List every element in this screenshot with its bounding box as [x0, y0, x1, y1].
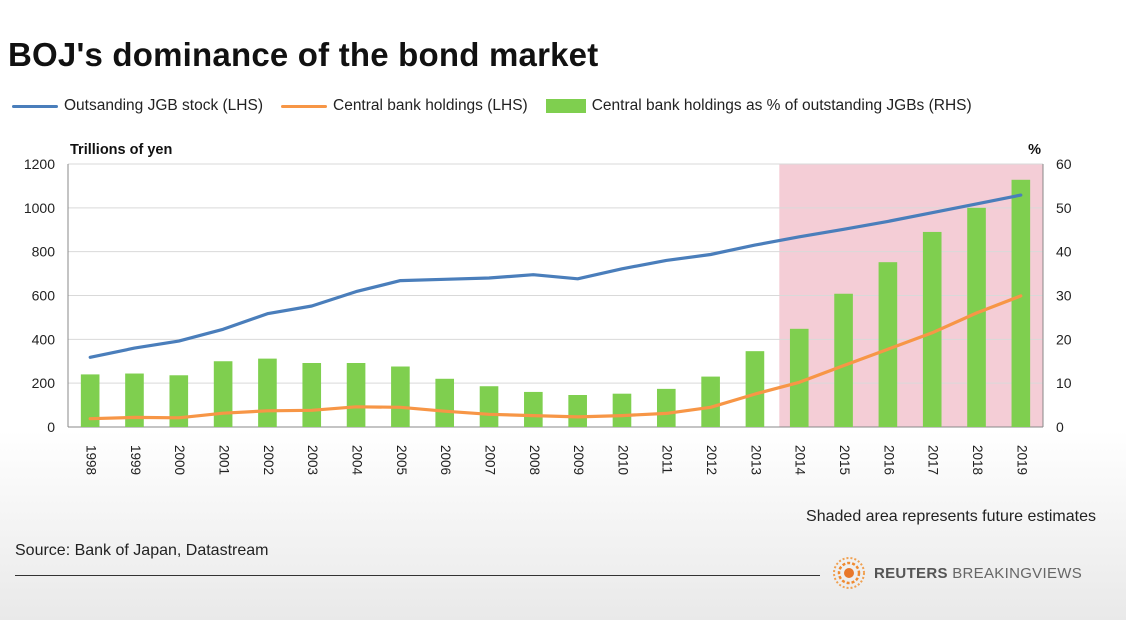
legend-label-jgb: Outsanding JGB stock (LHS): [64, 97, 263, 114]
bar-pct-2016: [878, 262, 898, 427]
bar-pct-2000: [169, 375, 189, 427]
x-tick-label-2019: 2019: [1014, 445, 1029, 475]
y-left-tick-label: 200: [32, 375, 56, 391]
bar-pct-2012: [701, 376, 720, 427]
y-left-tick-label: 400: [32, 331, 56, 347]
bar-pct-2019: [1011, 179, 1031, 427]
x-tick-label-2002: 2002: [261, 445, 276, 475]
y-left-tick-label: 800: [32, 244, 56, 260]
bar-pct-2002: [258, 358, 277, 427]
line-central-bank-holdings: [88, 294, 1023, 421]
brand-text: REUTERS BREAKINGVIEWS: [874, 565, 1082, 582]
x-tick-label-1999: 1999: [128, 445, 143, 475]
x-tick-label-2012: 2012: [704, 445, 719, 475]
x-tick-label-2017: 2017: [926, 445, 941, 475]
source-note: Source: Bank of Japan, Datastream: [15, 542, 269, 559]
brand: REUTERS BREAKINGVIEWS: [832, 556, 1082, 590]
bar-pct-2007: [479, 386, 499, 427]
y-right-axis-label: %: [1028, 142, 1041, 158]
bar-pct-2008: [524, 391, 543, 427]
bar-pct-1999: [125, 373, 144, 427]
bar-pct-2014: [789, 328, 809, 427]
legend-swatch-jgb: [12, 104, 58, 108]
x-tick-label-2013: 2013: [748, 445, 763, 475]
x-tick-label-2011: 2011: [660, 445, 675, 474]
chart-plot: 0 200 400 600 800 1000 1200 0 10 20 30 40 50 60 Trilli…: [24, 142, 1072, 476]
legend: Outsanding JGB stock (LHS) Central bank …: [12, 96, 990, 116]
footer-divider: [15, 575, 820, 576]
legend-swatch-pct: [545, 99, 586, 113]
legend-item-jgb: Outsanding JGB stock (LHS): [12, 97, 263, 115]
x-tick-label-2010: 2010: [615, 445, 630, 475]
bar-pct-2015: [834, 293, 853, 427]
legend-swatch-cb: [281, 104, 327, 108]
shaded-area-note: Shaded area represents future estimates: [806, 508, 1096, 525]
legend-label-cb: Central bank holdings (LHS): [333, 97, 528, 114]
bar-pct-2001: [213, 361, 233, 427]
x-tick-label-2003: 2003: [305, 445, 320, 475]
x-tick-label-2014: 2014: [793, 445, 808, 476]
y-left-tick-label: 0: [47, 419, 55, 435]
y-right-tick-label: 50: [1056, 200, 1072, 216]
y-right-tick-label: 10: [1056, 375, 1072, 391]
legend-label-pct: Central bank holdings as % of outstandin…: [591, 97, 972, 114]
legend-item-pct: Central bank holdings as % of outstandin…: [545, 97, 972, 115]
reuters-logo-icon: [833, 557, 865, 589]
y-right-tick-label: 40: [1056, 244, 1072, 260]
y-right-tick-label: 20: [1056, 331, 1072, 347]
bar-pct-2017: [922, 231, 942, 427]
x-tick-label-2008: 2008: [527, 445, 542, 475]
x-tick-label-2000: 2000: [172, 445, 187, 475]
brand-name-reuters: REUTERS: [874, 564, 948, 582]
y-left-tick-label: 1200: [24, 156, 55, 172]
bar-pct-2005: [391, 366, 410, 427]
bar-pct-2010: [612, 393, 632, 427]
y-left-tick-label: 600: [32, 288, 56, 304]
x-tick-label-2018: 2018: [970, 445, 985, 475]
bar-pct-1998: [80, 374, 100, 427]
y-right-tick-label: 0: [1056, 419, 1064, 435]
chart-title: BOJ's dominance of the bond market: [8, 36, 599, 73]
x-tick-label-2006: 2006: [438, 445, 453, 475]
bar-pct-2006: [435, 378, 455, 427]
bar-pct-2009: [568, 395, 587, 427]
bar-pct-2018: [967, 207, 986, 427]
x-tick-label-2001: 2001: [217, 445, 232, 475]
line-jgb-stock: [88, 193, 1023, 359]
bar-pct-2004: [346, 363, 366, 427]
x-tick-label-2007: 2007: [482, 445, 497, 475]
y-right-tick-label: 60: [1056, 156, 1072, 172]
y-left-tick-label: 1000: [24, 200, 55, 216]
bar-pct-2003: [302, 363, 322, 427]
x-tick-label-2005: 2005: [394, 445, 409, 475]
x-tick-label-1998: 1998: [84, 445, 99, 475]
x-tick-label-2009: 2009: [571, 445, 586, 475]
y-right-tick-label: 30: [1056, 288, 1072, 304]
y-left-axis-label: Trillions of yen: [70, 142, 172, 158]
bar-pct-2011: [656, 388, 676, 427]
bar-pct-2013: [745, 351, 765, 427]
legend-item-cb: Central bank holdings (LHS): [281, 97, 528, 115]
x-tick-label-2015: 2015: [837, 445, 852, 475]
x-tick-label-2004: 2004: [350, 445, 365, 476]
x-tick-label-2016: 2016: [881, 445, 896, 475]
brand-name-breakingviews: BREAKINGVIEWS: [952, 564, 1083, 582]
